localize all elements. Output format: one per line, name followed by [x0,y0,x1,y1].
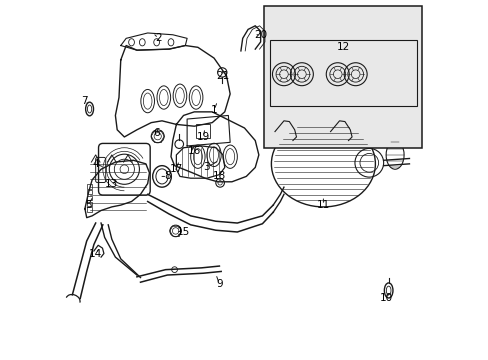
Bar [264,6,421,148]
Text: 18: 18 [212,171,225,181]
Text: 20: 20 [254,30,266,40]
Text: 19: 19 [196,132,209,142]
Text: 11: 11 [316,200,329,210]
Text: 17: 17 [169,164,183,174]
Text: 5: 5 [85,200,92,210]
Bar [87,202,92,206]
Text: 2: 2 [155,33,162,43]
Bar [87,190,92,194]
Bar [87,207,92,212]
Text: 4: 4 [92,159,99,169]
Text: 1: 1 [210,105,217,115]
Bar [269,40,416,107]
Text: 21: 21 [216,71,229,81]
Text: 8: 8 [164,171,170,181]
Text: 6: 6 [153,129,160,138]
Bar [196,124,210,138]
Text: 15: 15 [177,227,190,237]
Text: 9: 9 [216,279,222,289]
Bar [87,184,92,189]
Text: 12: 12 [336,42,349,52]
Bar [87,196,92,200]
Text: 7: 7 [81,96,88,106]
Text: 10: 10 [379,293,392,303]
Text: 13: 13 [105,179,118,189]
Text: 3: 3 [203,162,210,172]
Text: 14: 14 [89,248,102,258]
Text: 16: 16 [187,146,201,156]
